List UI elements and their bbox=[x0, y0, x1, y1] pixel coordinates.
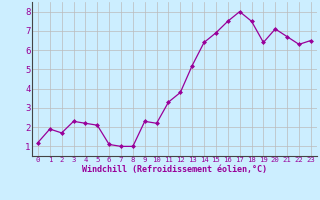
X-axis label: Windchill (Refroidissement éolien,°C): Windchill (Refroidissement éolien,°C) bbox=[82, 165, 267, 174]
